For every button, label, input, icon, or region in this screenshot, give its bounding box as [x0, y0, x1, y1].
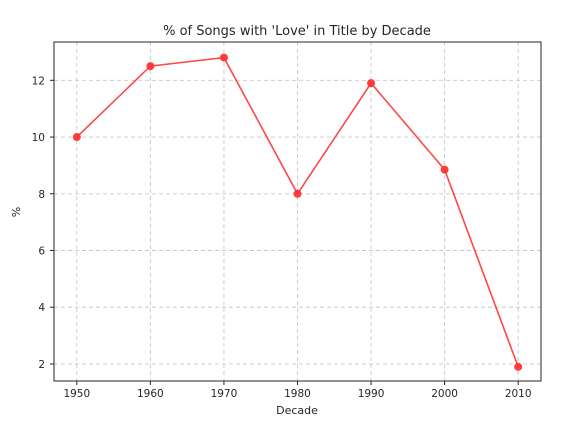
data-point [440, 165, 449, 174]
plot-frame [53, 41, 542, 382]
x-tick-label: 1980 [284, 388, 311, 400]
data-point [72, 133, 81, 142]
y-tick-label: 12 [32, 75, 45, 87]
grid [54, 42, 541, 381]
y-tick-label: 4 [38, 302, 45, 314]
x-tick-label: 1970 [211, 388, 238, 400]
chart-title: % of Songs with 'Love' in Title by Decad… [163, 24, 431, 39]
data-point [146, 62, 155, 71]
x-tick-label: 1990 [358, 388, 385, 400]
y-tick-label: 10 [32, 132, 45, 144]
x-tick-label: 2010 [505, 388, 532, 400]
x-tick-label: 1960 [137, 388, 164, 400]
axis-ticks: 1950 1960 1970 1980 1990 2000 2010 2 4 6 8 10 12 [32, 75, 532, 400]
series-layer [72, 53, 523, 371]
x-axis-label: Decade [276, 404, 318, 417]
y-tick-label: 8 [38, 189, 45, 201]
data-point [293, 189, 302, 198]
y-tick-label: 2 [38, 359, 45, 371]
data-point [367, 79, 376, 88]
data-point [514, 362, 523, 371]
x-tick-label: 1950 [63, 388, 90, 400]
y-axis-label: % [10, 207, 23, 217]
data-point [219, 53, 228, 62]
y-tick-label: 6 [38, 246, 45, 258]
x-tick-label: 2000 [431, 388, 458, 400]
